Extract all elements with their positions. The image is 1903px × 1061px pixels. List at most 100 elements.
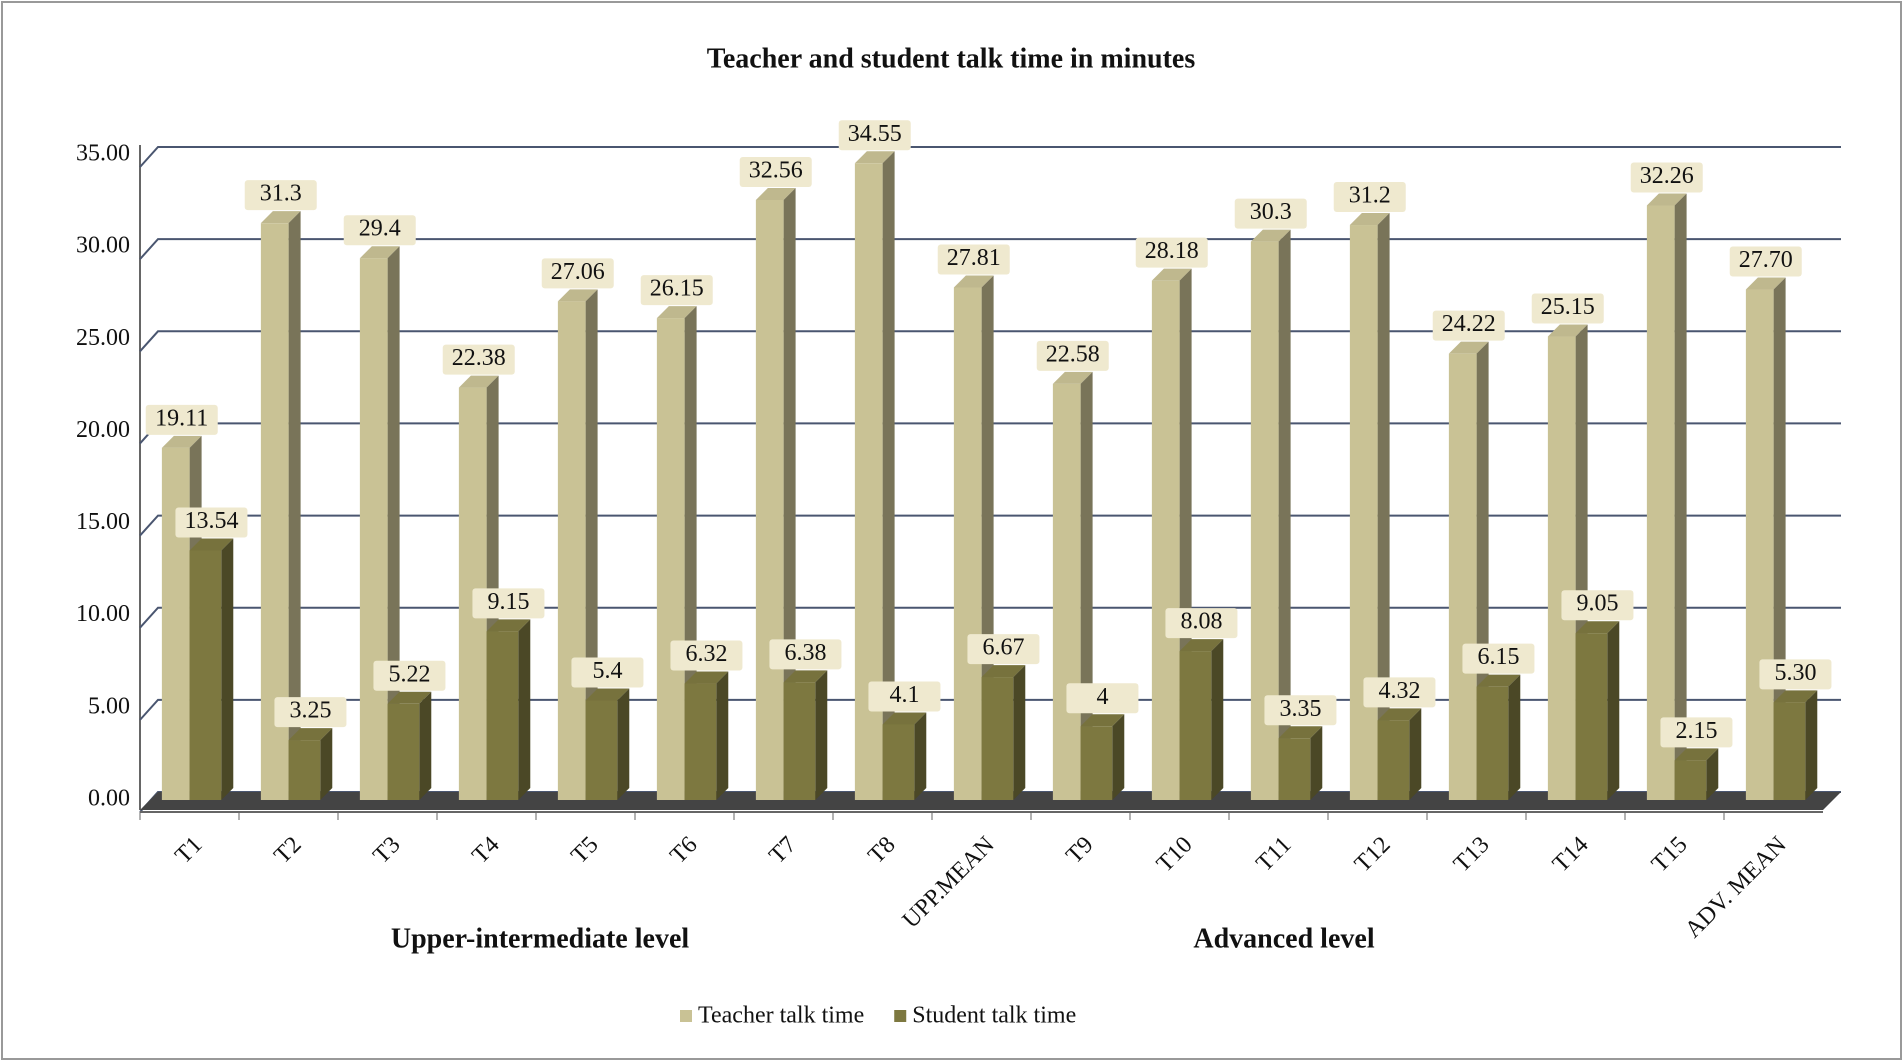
bar-side (1706, 748, 1719, 800)
bar-top (1646, 193, 1687, 206)
bar-side (221, 538, 234, 800)
data-label: 27.81 (947, 245, 1001, 271)
data-label-box (838, 120, 911, 151)
bar (783, 682, 816, 800)
bar-side (1013, 665, 1026, 800)
y-tick-label: 35.00 (76, 141, 130, 167)
data-label-box (1630, 162, 1703, 193)
data-label-box (868, 681, 941, 712)
data-label-box (1036, 340, 1109, 371)
data-label: 27.70 (1739, 247, 1793, 273)
bar (585, 700, 618, 800)
bar-side (882, 151, 895, 801)
data-label: 13.54 (184, 508, 238, 534)
bar (1476, 686, 1509, 800)
data-label-box (967, 634, 1040, 665)
bar (557, 301, 586, 800)
bar-side (617, 688, 630, 800)
data-label: 5.4 (592, 658, 622, 684)
data-label-box (472, 588, 545, 619)
group-label: Upper-intermediate level (391, 923, 690, 954)
data-label-box (343, 215, 416, 246)
y-tick-label: 5.00 (88, 693, 130, 719)
data-label: 2.15 (1675, 718, 1717, 744)
bar-side (288, 211, 301, 800)
bar-top (783, 670, 828, 683)
data-label: 32.26 (1640, 163, 1694, 189)
data-label-box (937, 244, 1010, 275)
bar-top (486, 619, 531, 632)
y-tick-label: 20.00 (76, 417, 130, 443)
data-label-box (1432, 310, 1505, 341)
data-label: 4.1 (889, 682, 919, 708)
bar-side (1409, 708, 1422, 800)
data-label: 6.32 (685, 641, 727, 667)
bar-top (1476, 674, 1521, 687)
bar-top (1448, 341, 1489, 354)
bar (1674, 760, 1707, 800)
data-label: 6.38 (784, 640, 826, 666)
bar (1052, 383, 1081, 800)
data-label-box (244, 180, 317, 211)
data-label: 22.58 (1046, 341, 1100, 367)
data-label-box (1363, 677, 1436, 708)
data-label-box (1462, 643, 1535, 674)
bar-side (1674, 193, 1687, 801)
data-label-box (1066, 683, 1139, 714)
bar (1745, 289, 1774, 800)
bar-top (1745, 277, 1786, 290)
bar-side (1508, 674, 1521, 800)
data-label: 22.38 (452, 345, 506, 371)
bar (1151, 280, 1180, 800)
bar (1773, 702, 1806, 800)
bar (387, 703, 420, 800)
bar-top (161, 435, 202, 448)
bar-top (458, 375, 499, 388)
data-label: 28.18 (1145, 238, 1199, 264)
y-tick-label: 10.00 (76, 601, 130, 627)
bar-top (882, 712, 927, 725)
bar-side (518, 619, 531, 800)
bar (1547, 336, 1576, 800)
bar-side (914, 712, 927, 800)
bar-top (1674, 748, 1719, 761)
data-label-box (373, 660, 446, 691)
bar-side (1211, 639, 1224, 800)
bar-top (1052, 371, 1093, 384)
data-label-box (640, 275, 713, 306)
grid-line (139, 146, 1841, 168)
data-label: 26.15 (650, 276, 704, 302)
bar-side (1112, 714, 1125, 800)
data-label-box (274, 697, 347, 728)
data-label-box (145, 404, 218, 435)
data-label: 19.11 (155, 405, 208, 431)
data-label: 31.3 (260, 181, 302, 207)
bar (161, 447, 190, 800)
bar-side (320, 728, 333, 800)
data-label: 6.15 (1477, 644, 1519, 670)
y-tick-label: 25.00 (76, 325, 130, 351)
bar (1646, 205, 1675, 801)
bar (1278, 738, 1311, 800)
data-label: 4 (1096, 684, 1108, 710)
bar (288, 740, 321, 800)
bar (656, 318, 685, 800)
bar (1448, 353, 1477, 800)
bar-top (656, 306, 697, 319)
data-label-box (1759, 659, 1832, 690)
data-label-box (1729, 246, 1802, 277)
bar (1349, 225, 1378, 800)
bar-top (981, 665, 1026, 678)
data-label: 31.2 (1349, 183, 1391, 209)
y-tick-label: 30.00 (76, 233, 130, 259)
bar-top (854, 151, 895, 164)
data-label: 4.32 (1378, 678, 1420, 704)
data-label: 8.08 (1180, 609, 1222, 635)
data-label: 30.3 (1250, 199, 1292, 225)
bar-top (1250, 229, 1291, 242)
bar (1179, 651, 1212, 800)
bar-top (1151, 268, 1192, 281)
bar-side (1607, 621, 1620, 800)
bar-top (585, 688, 630, 701)
